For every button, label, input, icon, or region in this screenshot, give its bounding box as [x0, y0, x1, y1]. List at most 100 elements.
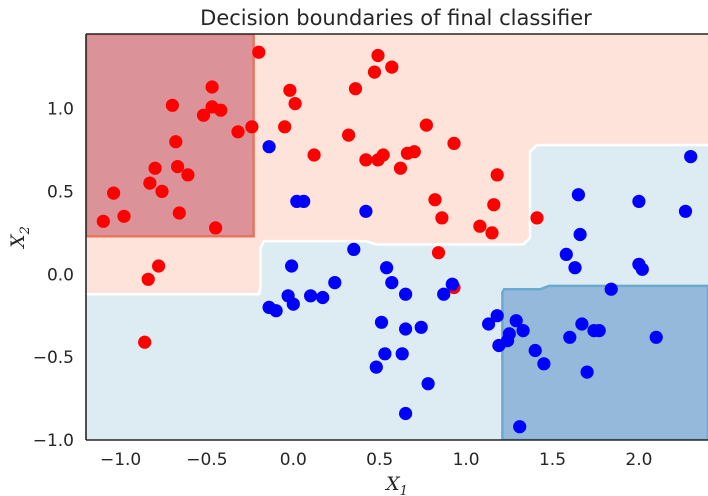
x-tick-label: 0.5 — [366, 450, 393, 470]
plot-area — [86, 34, 708, 440]
scatter-point-s0-23 — [283, 83, 297, 97]
scatter-point-s1-8 — [304, 289, 318, 303]
scatter-point-s1-30 — [502, 327, 516, 341]
scatter-point-s0-33 — [385, 60, 399, 74]
y-axis-label-sub: 2 — [18, 226, 33, 235]
region-strong-blue — [501, 284, 708, 440]
scatter-point-s1-2 — [269, 304, 283, 318]
scatter-point-s0-32 — [376, 148, 390, 162]
decision-boundary-line — [86, 143, 708, 296]
scatter-point-s1-44 — [592, 324, 606, 338]
scatter-point-s0-38 — [428, 193, 442, 207]
scatter-point-s0-39 — [431, 246, 446, 260]
y-tick-label: −1.0 — [33, 431, 74, 451]
scatter-point-s0-14 — [196, 108, 211, 122]
scatter-point-s1-0 — [262, 140, 276, 154]
scatter-point-s0-6 — [148, 161, 162, 175]
scatter-point-s1-31 — [509, 314, 523, 328]
scatter-point-s0-21 — [252, 45, 266, 59]
x-axis-label: X1 — [384, 473, 408, 496]
y-axis-label-base: X — [7, 233, 29, 250]
scatter-point-s1-10 — [328, 276, 342, 290]
scatter-point-s0-34 — [393, 161, 408, 175]
x-axis-label-sub: 1 — [400, 484, 408, 496]
scatter-point-s1-42 — [580, 365, 594, 379]
scatter-point-s1-38 — [568, 261, 582, 275]
scatter-point-s0-18 — [214, 103, 228, 117]
scatter-point-s0-20 — [245, 120, 259, 134]
scatter-point-s1-35 — [537, 357, 551, 371]
scatter-point-s1-18 — [395, 347, 409, 361]
scatter-point-s1-51 — [684, 150, 698, 164]
scatter-point-s1-15 — [378, 347, 392, 361]
scatter-point-s0-15 — [205, 80, 219, 94]
scatter-point-s0-5 — [143, 176, 157, 190]
scatter-point-s0-13 — [181, 168, 195, 182]
scatter-point-s0-19 — [231, 125, 245, 139]
scatter-point-s0-2 — [117, 209, 131, 223]
scatter-point-s0-10 — [169, 135, 183, 149]
y-axis-label: X2 — [7, 226, 33, 250]
scatter-point-s0-36 — [407, 145, 421, 159]
scatter-point-s0-27 — [348, 82, 363, 96]
x-tick-label: −1.0 — [100, 450, 141, 470]
scatter-point-s1-4 — [285, 259, 299, 273]
scatter-point-s0-17 — [209, 221, 223, 235]
scatter-point-s0-8 — [155, 184, 169, 198]
scatter-point-s1-40 — [573, 227, 587, 242]
scatter-point-s1-11 — [347, 242, 361, 256]
scatter-point-s1-25 — [445, 277, 459, 291]
x-tick-label: 0.0 — [280, 450, 307, 470]
scatter-point-s0-1 — [107, 186, 121, 200]
scatter-point-s0-29 — [367, 65, 382, 79]
scatter-point-s0-9 — [165, 98, 179, 112]
x-tick-label: −0.5 — [186, 450, 227, 470]
scatter-point-s1-21 — [399, 406, 413, 421]
x-tick-label: 1.5 — [539, 450, 566, 470]
scatter-point-s0-40 — [435, 211, 449, 225]
scatter-point-s0-28 — [359, 153, 373, 167]
scatter-point-s0-24 — [288, 97, 302, 111]
scatter-point-s0-25 — [307, 148, 321, 162]
y-tick-label: 0.5 — [47, 182, 74, 202]
scatter-point-s1-7 — [297, 194, 311, 208]
scatter-point-s1-26 — [482, 317, 496, 331]
scatter-point-s1-22 — [414, 320, 428, 334]
scatter-point-s1-46 — [632, 194, 646, 208]
scatter-point-s0-41 — [447, 136, 461, 150]
scatter-point-s1-33 — [516, 324, 530, 338]
y-tick-label: 1.0 — [47, 100, 74, 120]
scatter-point-s1-19 — [399, 287, 413, 301]
scatter-point-s0-47 — [530, 211, 544, 225]
scatter-point-s1-20 — [399, 322, 413, 336]
scatter-point-s1-39 — [571, 188, 586, 202]
scatter-point-s0-37 — [419, 118, 433, 132]
x-axis-label-base: X — [384, 473, 401, 495]
scatter-point-s1-34 — [528, 343, 542, 358]
scatter-point-s0-45 — [487, 198, 501, 212]
scatter-point-s0-12 — [172, 206, 186, 220]
scatter-point-s1-45 — [604, 282, 618, 296]
scatter-point-s1-41 — [575, 317, 589, 331]
scatter-point-s0-26 — [342, 128, 356, 142]
scatter-point-s1-37 — [563, 330, 577, 344]
scatter-point-s0-7 — [152, 259, 166, 273]
scatter-point-s0-0 — [96, 214, 110, 228]
region-strong-red — [86, 34, 255, 238]
scatter-point-s1-23 — [421, 377, 435, 391]
chart-title: Decision boundaries of final classifier — [200, 6, 592, 30]
scatter-point-s0-4 — [141, 272, 155, 286]
x-tick-label: 1.0 — [453, 450, 480, 470]
scatter-point-s0-46 — [490, 168, 504, 182]
scatter-point-s0-30 — [371, 48, 385, 63]
scatter-point-s0-22 — [278, 120, 292, 134]
scatter-point-s1-9 — [316, 290, 330, 305]
y-tick-label: 0.0 — [47, 265, 74, 285]
scatter-point-s0-3 — [138, 335, 152, 349]
scatter-point-s0-44 — [485, 226, 499, 240]
scatter-point-s0-43 — [473, 219, 487, 233]
scatter-point-s1-50 — [678, 204, 693, 218]
scatter-point-s1-32 — [513, 420, 527, 434]
scatter-point-s1-17 — [385, 276, 399, 290]
